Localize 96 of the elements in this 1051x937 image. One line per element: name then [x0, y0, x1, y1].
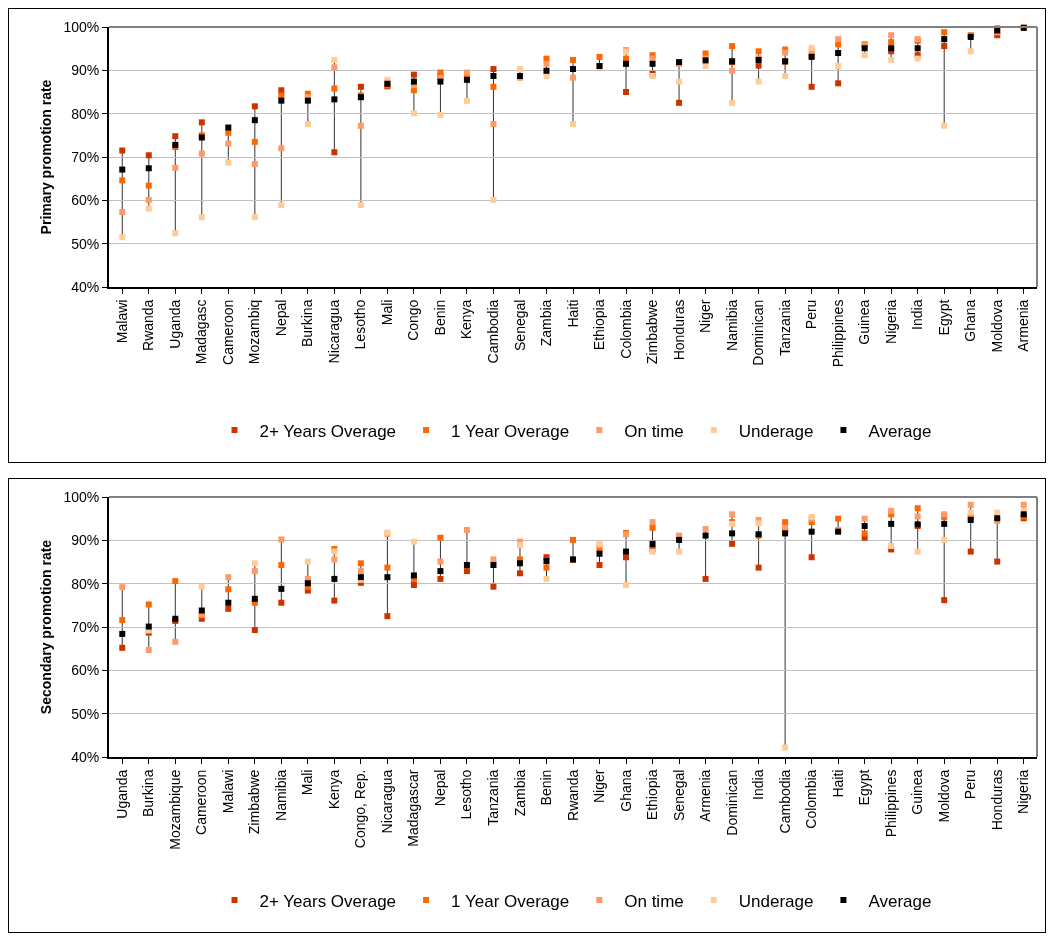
x-tick-label: Senegal	[511, 299, 528, 351]
legend-label: 2+ Years Overage	[259, 891, 397, 911]
x-tick-label: Burkina	[299, 299, 316, 348]
x-tick-label: Ghana	[962, 299, 979, 342]
legend-label: Average	[868, 421, 932, 441]
x-tick-label: Philippines	[882, 769, 899, 838]
x-tick-label: Cambodia	[776, 769, 793, 834]
x-tick-label: Kenya	[325, 769, 342, 810]
x-tick-label: Mozambique	[166, 769, 183, 850]
legend-label: 1 Year Overage	[451, 421, 570, 441]
x-tick-label: India	[909, 299, 926, 330]
y-tick-label: 40%	[71, 748, 100, 765]
y-tick-label: 70%	[71, 618, 100, 635]
x-tick-label: Zimbabwe	[246, 769, 263, 835]
x-tick-label: Nigeria	[1015, 769, 1032, 814]
x-tick-label: Nigeria	[882, 299, 899, 344]
x-tick-label: Guinea	[909, 769, 926, 815]
x-tick-label: Malawi	[113, 299, 130, 344]
legend-label: Underage	[738, 421, 814, 441]
legend-label: 1 Year Overage	[451, 891, 570, 911]
x-tick-label: Namibia	[723, 299, 740, 351]
x-tick-label: Benin	[431, 299, 448, 336]
x-tick-label: Egypt	[856, 769, 873, 806]
x-tick-label: Haiti	[829, 769, 846, 798]
y-axis-title: Primary promotion rate	[38, 79, 55, 235]
x-tick-label: Egypt	[935, 299, 952, 336]
y-tick-label: 90%	[71, 532, 100, 549]
y-tick-label: 50%	[71, 705, 100, 722]
x-tick-label: Ghana	[617, 769, 634, 812]
x-tick-label: Nepal	[431, 769, 448, 807]
x-tick-label: Mali	[378, 299, 395, 326]
x-tick-label: Guinea	[856, 299, 873, 345]
x-tick-label: Armenia	[697, 769, 714, 822]
x-tick-label: Nepal	[272, 299, 289, 337]
x-tick-label: Burkina	[140, 769, 157, 818]
x-tick-label: Moldova	[988, 299, 1005, 353]
x-tick-label: Haiti	[564, 299, 581, 328]
x-tick-label: Niger	[697, 299, 714, 334]
x-tick-label: Nicaragua	[325, 299, 342, 364]
x-tick-label: Lesotho	[352, 299, 369, 350]
x-tick-label: Namibia	[272, 769, 289, 821]
x-tick-label: Colombia	[617, 299, 634, 359]
x-tick-label: Benin	[538, 769, 555, 806]
x-tick-label: Mali	[299, 769, 316, 796]
x-tick-label: Zambia	[511, 769, 528, 817]
x-tick-label: Tanzania	[776, 299, 793, 356]
x-tick-label: Cameroon	[219, 299, 236, 365]
x-tick-label: Malawi	[219, 769, 236, 814]
x-tick-label: Dominican	[750, 299, 767, 366]
y-tick-label: 90%	[71, 62, 100, 79]
x-tick-label: Philippines	[829, 299, 846, 368]
x-tick-label: Moldova	[935, 769, 952, 823]
y-axis-title: Secondary promotion rate	[38, 539, 55, 715]
y-tick-label: 40%	[71, 278, 100, 295]
legend-label: 2+ Years Overage	[259, 421, 397, 441]
y-tick-label: 80%	[71, 105, 100, 122]
x-tick-label: Congo	[405, 299, 422, 341]
y-tick-label: 100%	[63, 18, 100, 35]
x-tick-label: Madagasc	[193, 299, 210, 365]
y-tick-label: 80%	[71, 575, 100, 592]
x-tick-label: Congo, Rep.	[352, 769, 369, 849]
legend-label: On time	[624, 421, 684, 441]
x-tick-label: Cambodia	[485, 299, 502, 364]
x-tick-label: Armenia	[1015, 299, 1032, 352]
x-tick-label: Ethiopia	[644, 769, 661, 821]
x-tick-label: Kenya	[458, 299, 475, 340]
y-tick-label: 100%	[63, 488, 100, 505]
x-tick-label: Ethiopia	[591, 299, 608, 351]
x-tick-label: Nicaragua	[378, 769, 395, 834]
x-tick-label: Honduras	[670, 299, 687, 361]
x-tick-label: Peru	[803, 299, 820, 330]
x-tick-label: Niger	[591, 769, 608, 804]
x-tick-label: Zambia	[538, 299, 555, 347]
x-tick-label: Tanzania	[485, 769, 502, 826]
x-tick-label: Rwanda	[564, 769, 581, 821]
x-tick-label: Mozambiq	[246, 299, 263, 365]
x-tick-label: Uganda	[166, 299, 183, 349]
x-tick-label: Dominican	[723, 769, 740, 836]
x-tick-label: Uganda	[113, 769, 130, 819]
x-tick-label: Madagascar	[405, 769, 422, 847]
y-tick-label: 60%	[71, 662, 100, 679]
x-tick-label: Cameroon	[193, 769, 210, 835]
legend-label: Average	[868, 891, 932, 911]
x-tick-label: Honduras	[988, 769, 1005, 831]
x-tick-label: Rwanda	[140, 299, 157, 351]
x-tick-label: Senegal	[670, 769, 687, 821]
x-tick-label: Zimbabwe	[644, 299, 661, 365]
y-tick-label: 60%	[71, 192, 100, 209]
legend-label: Underage	[738, 891, 814, 911]
x-tick-label: Colombia	[803, 769, 820, 829]
x-tick-label: Lesotho	[458, 769, 475, 820]
legend-label: On time	[624, 891, 684, 911]
y-tick-label: 50%	[71, 235, 100, 252]
y-tick-label: 70%	[71, 148, 100, 165]
x-tick-label: Peru	[962, 769, 979, 800]
x-tick-label: India	[750, 769, 767, 800]
